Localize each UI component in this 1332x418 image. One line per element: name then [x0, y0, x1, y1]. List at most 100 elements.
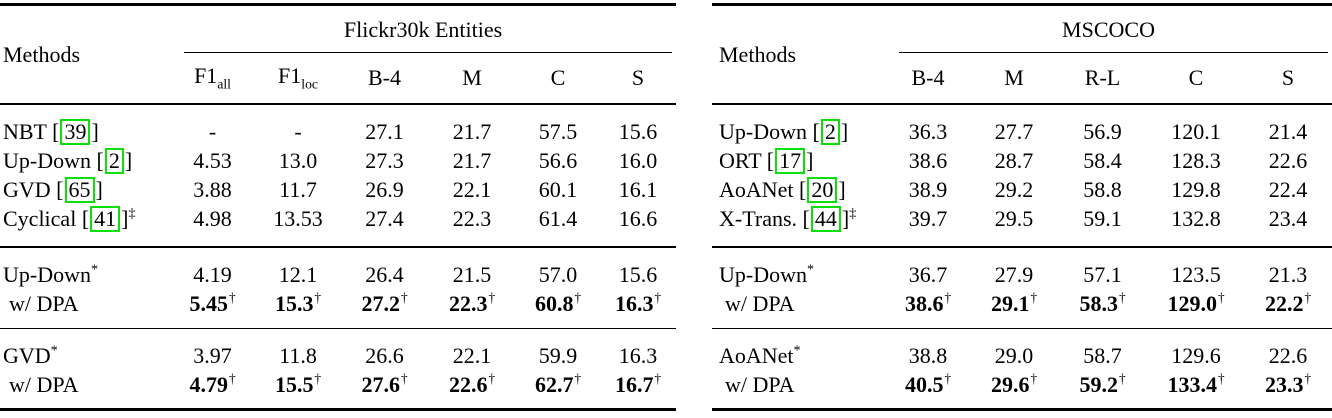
method-superscript: ‡	[849, 205, 857, 222]
citation-link[interactable]: 41	[90, 205, 121, 232]
value-text: 28.7	[994, 147, 1034, 173]
value-cell: 16.3	[600, 329, 676, 371]
dagger-superscript: †	[400, 290, 408, 306]
value-cell: 60.8†	[516, 289, 600, 329]
value-text: 16.0	[618, 147, 658, 173]
value-text: 61.4	[538, 205, 578, 231]
value-cell: 129.6	[1148, 329, 1244, 371]
value-text: 27.7	[994, 118, 1034, 144]
value-cell: 22.3†	[428, 289, 516, 329]
citation-link[interactable]: 17	[775, 147, 806, 174]
value-text: 23.3	[1264, 371, 1304, 397]
value-text: 29.0	[994, 342, 1034, 368]
value-cell: 12.1	[255, 247, 341, 289]
value-cell: 21.7	[428, 146, 516, 175]
value-cell: 60.1	[516, 175, 600, 204]
value-cell: 62.7†	[516, 370, 600, 411]
metric-subscript: all	[217, 76, 231, 92]
metric-column-header: C	[516, 53, 600, 105]
method-name: Up-Down	[719, 118, 807, 144]
citation-link[interactable]: 20	[807, 176, 838, 203]
method-cell: Up-Down*	[712, 247, 885, 289]
value-text: -	[208, 118, 217, 144]
value-text: 23.4	[1268, 205, 1308, 231]
value-text: 120.1	[1171, 118, 1221, 144]
dagger-superscript: †	[228, 290, 236, 306]
value-text: 59.1	[1083, 205, 1122, 231]
value-cell: 11.8	[255, 329, 341, 371]
value-text: 57.1	[1083, 261, 1122, 287]
value-text: 16.7	[614, 371, 654, 397]
method-cell: Cyclical [41]‡	[0, 204, 170, 248]
value-cell: 27.7	[971, 104, 1057, 146]
dagger-superscript: †	[1217, 371, 1225, 387]
value-cell: 21.4	[1244, 104, 1332, 146]
dagger-superscript: †	[944, 371, 952, 387]
value-cell: 129.0†	[1148, 289, 1244, 329]
method-superscript: *	[50, 342, 58, 359]
value-cell: 57.1	[1057, 247, 1148, 289]
value-text: 11.8	[279, 342, 317, 368]
metric-column-header: S	[600, 53, 677, 105]
citation-link[interactable]: 44	[810, 205, 841, 232]
table-row: ORT [17] 38.6 28.7 58.4 128.3 22.6	[712, 146, 1332, 175]
value-cell: 15.5†	[255, 370, 341, 411]
value-text: 133.4	[1167, 371, 1217, 397]
method-name: Up-Down	[3, 147, 91, 173]
cmidrule	[899, 52, 1328, 53]
citation-link[interactable]: 2	[820, 118, 840, 145]
value-text: 123.5	[1171, 261, 1221, 287]
value-cell: 38.6†	[885, 289, 971, 329]
value-text: 27.2	[361, 290, 400, 316]
method-name: AoANet	[719, 176, 794, 202]
value-text: 29.6	[990, 371, 1030, 397]
value-text: 60.1	[538, 176, 578, 202]
method-cell: GVD*	[0, 329, 170, 371]
value-text: 3.88	[193, 176, 232, 202]
value-cell: 57.5	[516, 104, 600, 146]
value-cell: 13.53	[255, 204, 341, 248]
method-name: Up-Down	[3, 261, 91, 287]
table-row: w/ DPA 40.5† 29.6† 59.2† 133.4† 23.3†	[712, 370, 1332, 411]
dagger-superscript: †	[574, 371, 582, 387]
value-cell: 133.4†	[1148, 370, 1244, 411]
method-name: ORT	[719, 147, 762, 173]
dagger-superscript: †	[314, 371, 322, 387]
value-text: 15.5	[274, 371, 314, 397]
citation-link[interactable]: 65	[64, 176, 95, 203]
value-cell: 21.5	[428, 247, 516, 289]
method-cell: AoANet*	[712, 329, 885, 371]
value-cell: 15.6	[600, 247, 676, 289]
value-cell: 3.97	[170, 329, 255, 371]
method-cell: ORT [17]	[719, 147, 814, 174]
value-text: 29.1	[990, 290, 1030, 316]
metric-label: S	[1281, 65, 1295, 90]
value-cell: 61.4	[516, 204, 600, 248]
value-text: 13.53	[273, 205, 323, 231]
metric-subscript: loc	[301, 76, 318, 92]
method-name: Up-Down	[719, 261, 807, 287]
value-text: 27.3	[365, 147, 404, 173]
dataset-group-header: MSCOCO	[885, 3, 1332, 53]
value-text: 60.8	[534, 290, 574, 316]
value-cell: 56.6	[516, 146, 600, 175]
value-cell: 38.8	[885, 329, 971, 371]
value-cell: 29.2	[971, 175, 1057, 204]
value-cell: 129.8	[1148, 175, 1244, 204]
method-cell: AoANet [20]	[719, 176, 846, 203]
table-row: w/ DPA 5.45† 15.3† 27.2† 22.3† 60.8† 16.3†	[0, 289, 677, 329]
value-cell: 58.3†	[1057, 289, 1148, 329]
method-superscript: ‡	[128, 205, 136, 222]
value-cell: 21.3	[1244, 247, 1332, 289]
value-cell: 56.9	[1057, 104, 1148, 146]
citation-link[interactable]: 39	[60, 118, 91, 145]
value-text: 22.3	[452, 205, 492, 231]
value-text: 21.5	[452, 261, 492, 287]
table-row: X-Trans. [44]‡ 39.7 29.5 59.1 132.8 23.4	[712, 204, 1332, 248]
value-cell: 22.6	[1244, 146, 1332, 175]
citation-link[interactable]: 2	[104, 147, 124, 174]
header-row-metrics: F1all F1loc B-4 M C S	[0, 53, 677, 105]
value-text: 22.1	[452, 176, 492, 202]
value-cell: 22.6	[1244, 329, 1332, 371]
header-row-group: Methods Flickr30k Entities	[0, 3, 677, 105]
